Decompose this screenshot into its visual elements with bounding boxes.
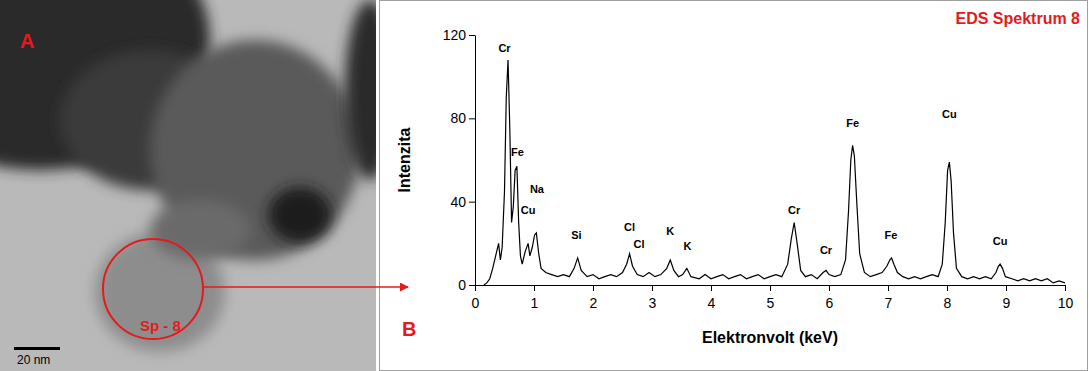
tick-mark: [475, 285, 476, 291]
peak-label: Na: [530, 183, 545, 195]
peak-label: Fe: [885, 229, 898, 241]
scale-bar-label: 20 nm: [17, 353, 50, 367]
tick-label: 7: [885, 295, 893, 311]
tick-mark: [1065, 285, 1066, 291]
tick-mark: [652, 285, 653, 291]
plot-area: [484, 60, 1065, 285]
tick-mark: [469, 118, 475, 119]
tick-label: 80: [450, 110, 466, 126]
panel-frame: [380, 1, 1088, 371]
peak-label: K: [683, 240, 691, 252]
particle: [150, 200, 250, 260]
peak-label: Cr: [820, 244, 833, 256]
peak-label: Cr: [788, 204, 801, 216]
tick: 5: [767, 285, 775, 311]
tick: 10: [1058, 285, 1074, 311]
arrow: [204, 286, 408, 288]
tick: 4: [708, 285, 716, 311]
tick: 6: [826, 285, 834, 311]
tick: 3: [649, 285, 657, 311]
tick-label: 8: [944, 295, 952, 311]
peak-label: Fe: [846, 117, 859, 129]
axis-line: [475, 36, 476, 286]
tick-mark: [534, 285, 535, 291]
tick: 40: [450, 194, 475, 210]
tick-mark: [770, 285, 771, 291]
tick: 9: [1003, 285, 1011, 311]
region-circle: [103, 239, 203, 339]
peak-labels: Cr Fe Na Cu Si Cl Cl KK Cr Cr Fe Fe Cu Cu: [498, 42, 1007, 256]
tick-mark: [469, 202, 475, 203]
peak-label: Fe: [511, 146, 524, 158]
peak-label: Cu: [942, 108, 957, 120]
tick-mark: [711, 285, 712, 291]
tick: 0: [472, 285, 480, 311]
tick-label: 1: [531, 295, 539, 311]
tick-label: 0: [458, 277, 466, 293]
tick-label: 2: [590, 295, 598, 311]
figure: A Sp - 8 20 nm 0 1 2 3 4 5 6 7 8 9 10 0 40 80 120 Cr Fe Na Cu…: [0, 0, 1089, 371]
peak-label: K: [666, 225, 674, 237]
tick: 80: [450, 110, 475, 126]
tick-mark: [469, 35, 475, 36]
tick-label: 0: [472, 295, 480, 311]
panel-label: A: [20, 30, 34, 52]
chart-title: EDS Spektrum 8: [956, 10, 1081, 27]
tick: 1: [531, 285, 539, 311]
particle: [150, 40, 360, 260]
y-axis: 0 40 80 120: [443, 27, 476, 293]
tick-label: 9: [1003, 295, 1011, 311]
x-axis-title: Elektronvolt (keV): [702, 329, 838, 346]
tick: 8: [944, 285, 952, 311]
peak-label: Si: [571, 229, 581, 241]
tick-mark: [947, 285, 948, 291]
micrograph: [0, 0, 376, 371]
tick-mark: [593, 285, 594, 291]
scale-bar: [14, 347, 60, 350]
tick: 0: [458, 277, 475, 293]
tick-label: 6: [826, 295, 834, 311]
peak-label: Cl: [624, 221, 635, 233]
tick-label: 5: [767, 295, 775, 311]
tick-label: 4: [708, 295, 716, 311]
particle: [268, 187, 332, 243]
tick-label: 120: [443, 27, 467, 43]
peak-label: Cr: [498, 42, 511, 54]
region-label: Sp - 8: [140, 317, 181, 334]
y-axis-title: Intenzita: [396, 127, 413, 192]
tick: 7: [885, 285, 893, 311]
tick-label: 40: [450, 194, 466, 210]
panel-label: B: [402, 318, 416, 340]
tick: 120: [443, 27, 475, 43]
peak-label: Cl: [634, 238, 645, 250]
tick: 2: [590, 285, 598, 311]
peak-label: Cu: [521, 204, 536, 216]
tick-label: 3: [649, 295, 657, 311]
tick-label: 10: [1058, 295, 1074, 311]
x-axis: 0 1 2 3 4 5 6 7 8 9 10: [472, 285, 1074, 311]
particle: [345, 0, 376, 180]
spectrum-line: [484, 60, 1065, 285]
tick-mark: [888, 285, 889, 291]
tick-mark: [829, 285, 830, 291]
tick-mark: [469, 285, 475, 286]
tick-mark: [1006, 285, 1007, 291]
peak-label: Cu: [993, 235, 1008, 247]
